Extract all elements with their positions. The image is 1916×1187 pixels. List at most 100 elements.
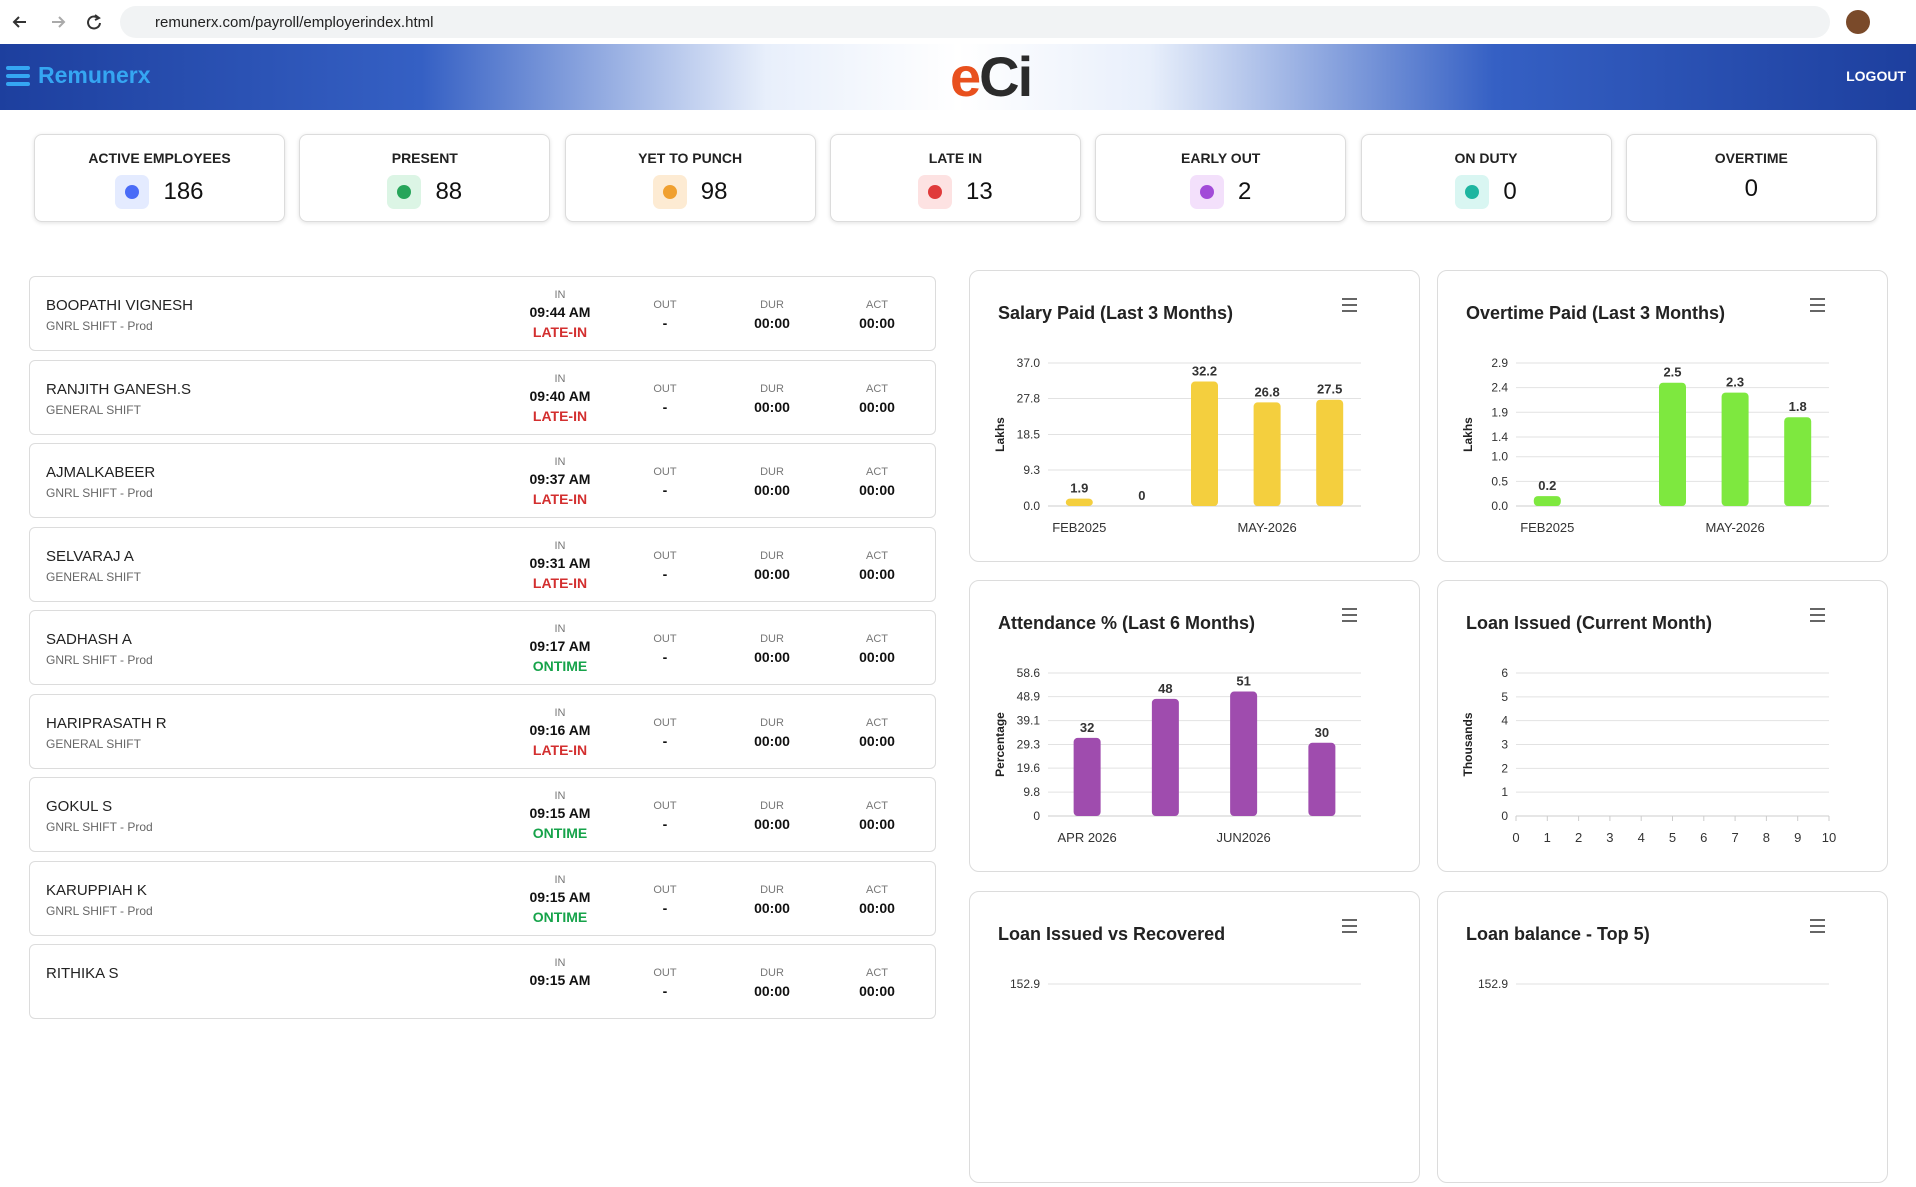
- y-tick-label: 4: [1501, 714, 1508, 728]
- column-label: IN: [554, 957, 566, 969]
- employee-row[interactable]: SADHASH A GNRL SHIFT - Prod IN 09:17 AM OUT -…: [29, 610, 936, 685]
- chart: Overtime Paid (Last 3 Months) Lakhs 0.0 0.5…: [1461, 298, 1829, 535]
- employee-row[interactable]: RANJITH GANESH.S GENERAL SHIFT IN 09:40 AM O…: [29, 359, 936, 435]
- employee-name: BOOPATHI VIGNESH: [46, 297, 193, 314]
- data-label: 27.5: [1317, 382, 1342, 397]
- data-label: 2.5: [1663, 365, 1681, 380]
- column-label: OUT: [653, 299, 677, 311]
- bar: [1308, 742, 1336, 816]
- employee-name: GOKUL S: [46, 798, 113, 815]
- column-label: ACT: [866, 299, 888, 311]
- bar: [1316, 399, 1344, 506]
- stat-label: OVERTIME: [1714, 150, 1788, 166]
- employee-shift: GENERAL SHIFT: [46, 569, 141, 584]
- logout[interactable]: LOGOUT: [1846, 68, 1906, 84]
- status: LATE-IN: [532, 324, 588, 340]
- employee-name: SELVARAJ A: [46, 547, 134, 565]
- y-tick-label: 1.9: [1491, 405, 1508, 419]
- column-label: ACT: [866, 549, 888, 562]
- column-value: 09:31 AM: [529, 554, 591, 571]
- status: ONTIME: [532, 825, 588, 841]
- employee-row[interactable]: SELVARAJ A GENERAL SHIFT IN 09:31 AM OUT - DUR…: [29, 526, 936, 602]
- column-value: 00:00: [754, 732, 790, 749]
- y-tick-label: 3: [1501, 738, 1508, 752]
- stat-value: 186: [163, 178, 204, 205]
- chart-card: Attendance % (Last 6 Months) Percentage 0 9…: [969, 580, 1420, 872]
- stat-label: PRESENT: [391, 150, 458, 166]
- column-value: 00:00: [859, 899, 895, 916]
- column-label: OUT: [653, 633, 677, 645]
- status: LATE-IN: [532, 741, 588, 758]
- column-value: 09:15 AM: [529, 972, 591, 988]
- employee-name: RITHIKA S: [46, 965, 119, 982]
- employee-row[interactable]: GOKUL S GNRL SHIFT - Prod IN 09:15 AM OUT - DU…: [29, 777, 936, 852]
- column-label: DUR: [760, 633, 784, 645]
- y-tick-label: 19.6: [1017, 761, 1041, 775]
- y-tick-label: 0: [1033, 809, 1040, 823]
- stat-label: ACTIVE EMPLOYEES: [88, 150, 231, 166]
- employee-row[interactable]: KARUPPIAH K GNRL SHIFT - Prod IN 09:15 AM OU…: [29, 860, 936, 936]
- column-label: IN: [554, 623, 566, 635]
- chart-card: Loan Issued (Current Month) Thousands 0 1 2 3…: [1437, 580, 1888, 872]
- stat-value: 2: [1238, 178, 1252, 205]
- chart: Attendance % (Last 6 Months) Percentage 0 9…: [993, 608, 1361, 845]
- x-tick-label: 9: [1794, 830, 1801, 845]
- employee-row[interactable]: HARIPRASATH R GENERAL SHIFT IN 09:16 AM OUT -…: [29, 693, 936, 769]
- y-tick-label: 2.4: [1491, 381, 1508, 395]
- column-label: OUT: [653, 883, 677, 896]
- chart-menu[interactable]: [1810, 919, 1825, 933]
- employee-name: RANJITH GANESH.S: [46, 380, 192, 398]
- employee-row[interactable]: BOOPATHI VIGNESH GNRL SHIFT - Prod IN 09:44…: [29, 276, 936, 351]
- y-tick-label: 48.9: [1017, 690, 1041, 704]
- chart-title: Attendance % (Last 6 Months): [998, 613, 1255, 633]
- status: LATE-IN: [532, 574, 588, 591]
- stat-card: LATE IN 13: [829, 134, 1081, 222]
- nav-buttons[interactable]: [8, 10, 108, 34]
- employee-row[interactable]: AJMALKABEER GNRL SHIFT - Prod IN 09:37 AM OU…: [29, 443, 936, 518]
- icon-glyph: [662, 185, 677, 199]
- chart-menu[interactable]: [1342, 298, 1357, 312]
- page: remunerx.com/payroll/employerindex.html …: [0, 6, 1916, 1183]
- column-value: -: [662, 732, 668, 749]
- column-value: -: [662, 565, 668, 582]
- employee-row[interactable]: RITHIKA S IN 09:15 AM OUT - DUR 00:00 ACT 00:00: [29, 944, 936, 1019]
- chart: Loan Issued (Current Month) Thousands 0 1 2 3…: [1461, 608, 1836, 845]
- avatar[interactable]: [1846, 10, 1870, 34]
- employee-shift: GNRL SHIFT - Prod: [46, 486, 153, 500]
- y-tick-label: 0: [1501, 809, 1508, 823]
- y-tick-label: 2: [1501, 761, 1508, 775]
- chart-menu[interactable]: [1810, 608, 1825, 622]
- chart-card: Overtime Paid (Last 3 Months) Lakhs 0.0 0.5…: [1437, 270, 1888, 562]
- y-tick-label: 29.3: [1017, 738, 1041, 752]
- chart-menu[interactable]: [1810, 298, 1825, 312]
- column-value: 00:00: [859, 983, 895, 999]
- stat-icon: [115, 175, 150, 209]
- column-value: 00:00: [754, 899, 790, 916]
- y-tick-label: 9.8: [1023, 785, 1040, 799]
- column-label: OUT: [653, 382, 677, 395]
- address-bar[interactable]: remunerx.com/payroll/employerindex.html: [120, 6, 1830, 38]
- bar: [1253, 402, 1281, 506]
- column-value: 00:00: [859, 565, 895, 582]
- stat-value: 88: [435, 178, 463, 205]
- bar: [1230, 691, 1258, 816]
- y-tick-label: 9.3: [1023, 463, 1040, 477]
- column-label: ACT: [866, 967, 888, 979]
- chart-card: Salary Paid (Last 3 Months) Lakhs 0.0 9.3 18…: [969, 270, 1420, 562]
- stat-icon: [1455, 175, 1490, 209]
- chart-menu[interactable]: [1342, 919, 1357, 933]
- column-label: DUR: [760, 466, 784, 478]
- column-value: 09:15 AM: [529, 805, 591, 821]
- icon-glyph: [125, 185, 140, 199]
- column-value: 00:00: [754, 649, 790, 665]
- column-value: 09:15 AM: [529, 888, 591, 905]
- menu-toggle[interactable]: [6, 64, 32, 88]
- chart-menu[interactable]: [1342, 608, 1357, 622]
- column-label: DUR: [760, 967, 784, 979]
- employee-shift: GENERAL SHIFT: [46, 736, 141, 751]
- bar: [1721, 392, 1749, 506]
- chart-title: Overtime Paid (Last 3 Months): [1466, 303, 1725, 323]
- stat-row: 0: [1362, 175, 1611, 209]
- brand[interactable]: Remunerx: [38, 62, 151, 88]
- y-tick-label: 0.0: [1023, 499, 1040, 513]
